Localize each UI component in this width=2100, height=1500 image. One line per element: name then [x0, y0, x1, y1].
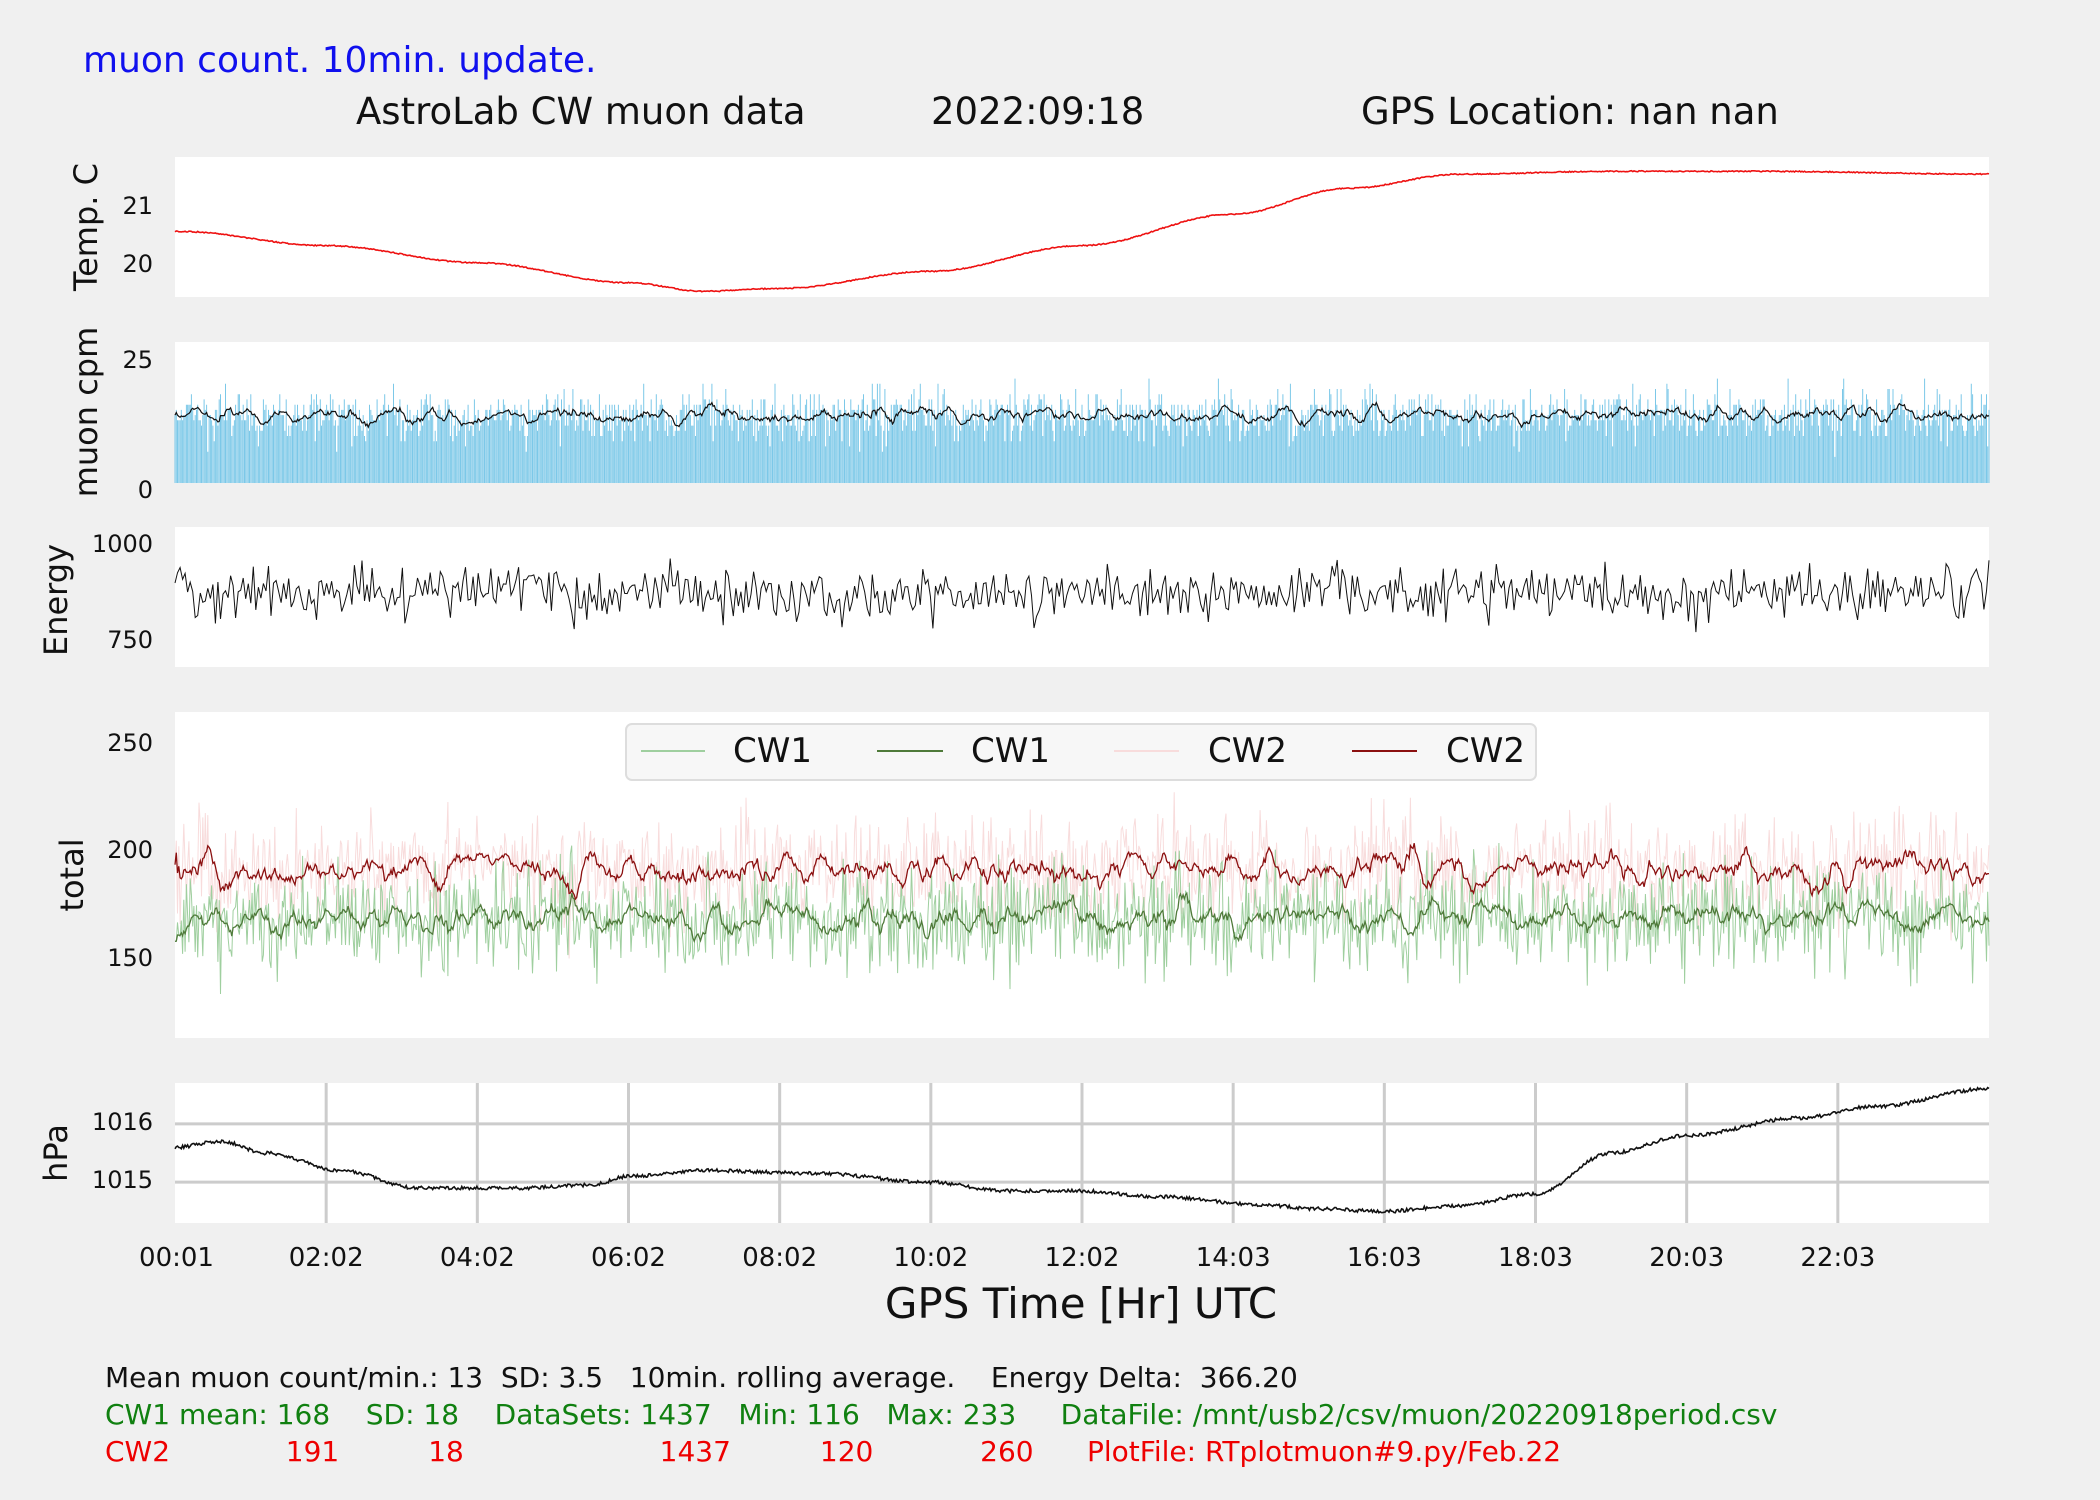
pressure-ylabel: hPa	[37, 1124, 75, 1182]
x-axis-label: GPS Time [Hr] UTC	[885, 1279, 1277, 1328]
muon-ylabel: muon cpm	[67, 327, 105, 498]
total-series	[174, 792, 1990, 995]
chart-date: 2022:09:18	[931, 90, 1144, 133]
cw1-raw-line	[174, 842, 1990, 995]
pressure-grid	[175, 1083, 1989, 1223]
muon-rolling-average	[174, 401, 1990, 429]
total-tick-200: 200	[107, 836, 153, 864]
legend-label-cw2-avg: CW2	[1446, 731, 1525, 771]
muon-tick-0: 0	[138, 476, 153, 504]
temp-line	[174, 169, 1990, 293]
x-tick-label: 02:02	[289, 1243, 364, 1273]
pressure-tick-1015: 1015	[92, 1166, 153, 1194]
total-tick-150: 150	[107, 944, 153, 972]
energy-ylabel: Energy	[37, 544, 75, 656]
x-tick-label: 04:02	[440, 1243, 515, 1273]
legend-box	[625, 723, 1537, 781]
temp-ylabel: Temp. C	[67, 163, 105, 292]
x-tick-labels: 00:01 02:02 04:02 06:02 08:02 10:02 12:02 14:03…	[139, 1243, 1875, 1273]
pressure-tick-1016: 1016	[92, 1108, 153, 1136]
temp-tick-21: 21	[122, 192, 153, 220]
x-tick-label: 20:03	[1649, 1243, 1724, 1273]
temp-panel	[175, 157, 1989, 297]
legend-label-cw1-avg: CW1	[971, 731, 1050, 771]
cw1-avg-line	[174, 891, 1990, 944]
x-tick-label: 14:03	[1196, 1243, 1271, 1273]
muon-avg-line	[174, 401, 1990, 429]
energy-tick-750: 750	[107, 626, 153, 654]
gps-location: GPS Location: nan nan	[1361, 90, 1779, 133]
energy-series	[174, 558, 1990, 633]
energy-tick-1000: 1000	[92, 530, 153, 558]
chart-title: AstroLab CW muon data	[356, 90, 806, 133]
pressure-series	[174, 1086, 1990, 1214]
total-ylabel: total	[53, 838, 91, 911]
total-legend: CW1 CW1 CW2 CW2	[625, 723, 1537, 781]
pressure-line	[174, 1086, 1990, 1214]
muon-bars	[174, 378, 1990, 483]
x-tick-label: 18:03	[1498, 1243, 1573, 1273]
x-tick-label: 06:02	[591, 1243, 666, 1273]
temp-series	[174, 169, 1990, 293]
x-tick-label: 08:02	[742, 1243, 817, 1273]
x-tick-label: 00:01	[139, 1243, 214, 1273]
legend-label-cw2-raw: CW2	[1208, 731, 1287, 771]
x-tick-label: 16:03	[1347, 1243, 1422, 1273]
x-tick-label: 10:02	[893, 1243, 968, 1273]
muon-bar-set	[174, 378, 1990, 483]
temp-tick-20: 20	[122, 250, 153, 278]
legend-label-cw1-raw: CW1	[733, 731, 812, 771]
footer-cw2-stats: CW2 191 18 1437 120 260 PlotFile: RTplot…	[105, 1435, 1562, 1468]
footer-cw1-stats: CW1 mean: 168 SD: 18 DataSets: 1437 Min:…	[105, 1398, 1778, 1431]
x-tick-label: 12:02	[1045, 1243, 1120, 1273]
cw2-raw-line	[174, 792, 1990, 959]
footer-summary: Mean muon count/min.: 13 SD: 3.5 10min. …	[105, 1361, 1298, 1394]
energy-line	[174, 558, 1990, 633]
cw2-avg-line	[174, 843, 1990, 901]
muon-tick-25: 25	[122, 346, 153, 374]
total-tick-250: 250	[107, 729, 153, 757]
x-tick-label: 22:03	[1800, 1243, 1875, 1273]
update-note: muon count. 10min. update.	[83, 40, 597, 81]
